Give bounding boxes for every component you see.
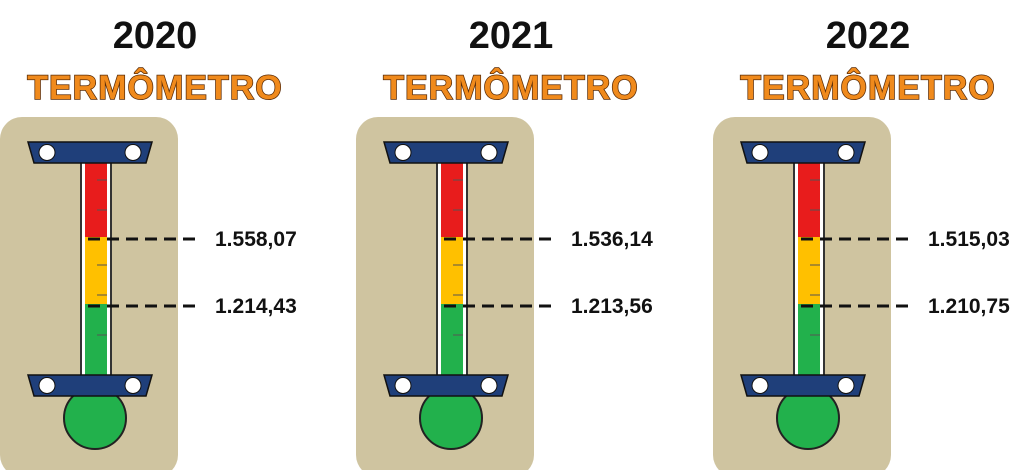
bolt [751,377,769,394]
panel: 2021 TERMÔMETRO 1.536,14 1.213,56 [356,15,653,470]
bar [383,374,509,397]
threshold-label: 1.558,07 [215,228,297,251]
bolt [480,377,498,394]
bolt [480,144,498,161]
title: TERMÔMETRO [383,68,639,107]
threshold-label: 1.536,14 [571,228,653,251]
bolt [38,377,56,394]
bolt [38,144,56,161]
threshold-label: 1.515,03 [928,228,1010,251]
zone-green [441,304,463,376]
year: 2021 [469,15,554,57]
title: TERMÔMETRO [27,68,283,107]
threshold-label: 1.214,43 [215,295,297,318]
year: 2020 [113,15,198,57]
threshold-label: 1.210,75 [928,295,1010,318]
zone-red [441,160,463,237]
bolt [124,144,142,161]
bolt [124,377,142,394]
zone-green [798,304,820,376]
zone-yellow [798,237,820,304]
bolt [751,144,769,161]
threshold-label: 1.213,56 [571,295,653,318]
zone-yellow [441,237,463,304]
zone-yellow [85,237,107,304]
bar [27,141,153,164]
panel: 2020 TERMÔMETRO 1.558,07 1.214,43 [0,15,297,470]
zone-green [85,304,107,376]
year: 2022 [826,15,911,57]
panel: 2022 TERMÔMETRO 1.515,03 1.210,75 [713,15,1010,470]
bolt [837,144,855,161]
bar [27,374,153,397]
zone-red [85,160,107,237]
bolt [394,377,412,394]
bolt [837,377,855,394]
bar [740,141,866,164]
bolt [394,144,412,161]
zone-red [798,160,820,237]
bar [383,141,509,164]
bar [740,374,866,397]
title: TERMÔMETRO [740,68,996,107]
